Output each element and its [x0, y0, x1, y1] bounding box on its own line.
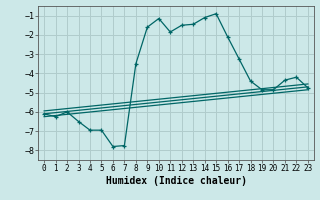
X-axis label: Humidex (Indice chaleur): Humidex (Indice chaleur)	[106, 176, 246, 186]
